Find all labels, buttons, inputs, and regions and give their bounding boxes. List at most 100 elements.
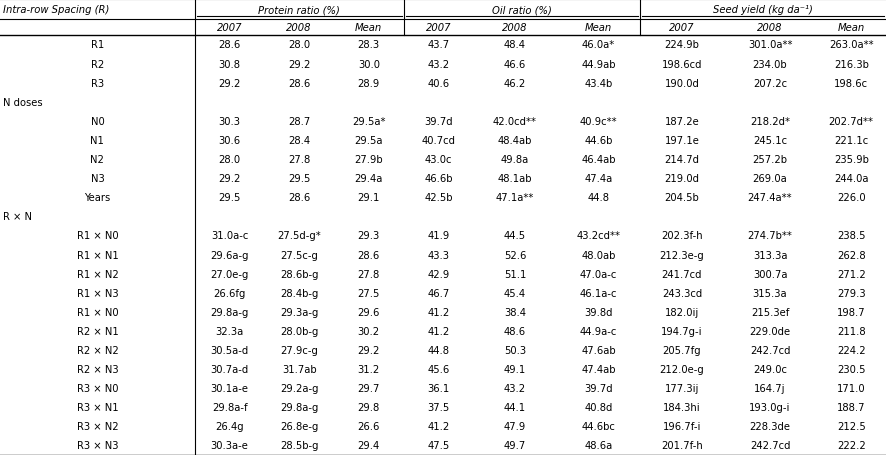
Text: 42.9: 42.9 [427,269,449,279]
Text: 44.9ab: 44.9ab [581,60,616,70]
Text: 2008: 2008 [286,23,312,33]
Text: 28.6: 28.6 [288,79,310,88]
Text: 29.5a*: 29.5a* [352,116,385,126]
Text: 44.9a-c: 44.9a-c [579,326,617,336]
Text: N2: N2 [90,155,105,165]
Text: 26.8e-g: 26.8e-g [280,421,318,431]
Text: 28.9: 28.9 [358,79,380,88]
Text: 234.0b: 234.0b [753,60,788,70]
Text: 171.0: 171.0 [837,383,866,393]
Text: 45.6: 45.6 [427,364,449,374]
Text: 51.1: 51.1 [504,269,526,279]
Text: 2008: 2008 [502,23,528,33]
Text: 243.3cd: 243.3cd [662,288,702,298]
Text: 184.3hi: 184.3hi [663,402,701,412]
Text: 28.6: 28.6 [288,193,310,203]
Text: 47.6ab: 47.6ab [581,345,616,355]
Text: 29.6: 29.6 [358,307,380,317]
Text: 30.8: 30.8 [219,60,241,70]
Text: 44.6bc: 44.6bc [581,421,616,431]
Text: 187.2e: 187.2e [664,116,699,126]
Text: 28.5b-g: 28.5b-g [280,440,318,450]
Text: 241.7cd: 241.7cd [662,269,702,279]
Text: 43.7: 43.7 [427,40,449,51]
Text: 49.8a: 49.8a [501,155,529,165]
Text: 222.2: 222.2 [837,440,866,450]
Text: 315.3a: 315.3a [753,288,788,298]
Text: R2 × N3: R2 × N3 [76,364,118,374]
Text: 279.3: 279.3 [837,288,866,298]
Text: 30.6: 30.6 [219,136,241,146]
Text: 194.7g-i: 194.7g-i [661,326,703,336]
Text: 26.6: 26.6 [358,421,380,431]
Text: 211.8: 211.8 [837,326,866,336]
Text: 226.0: 226.0 [837,193,866,203]
Text: 43.2: 43.2 [504,383,526,393]
Text: 263.0a**: 263.0a** [829,40,874,51]
Text: 48.4ab: 48.4ab [498,136,532,146]
Text: 301.0a**: 301.0a** [748,40,792,51]
Text: 2008: 2008 [758,23,783,33]
Text: 164.7j: 164.7j [754,383,786,393]
Text: 228.3de: 228.3de [750,421,790,431]
Text: 247.4a**: 247.4a** [748,193,792,203]
Text: Oil ratio (%): Oil ratio (%) [492,5,552,15]
Text: 30.5a-d: 30.5a-d [211,345,249,355]
Text: R3 × N2: R3 × N2 [76,421,118,431]
Text: 188.7: 188.7 [837,402,866,412]
Text: 43.4b: 43.4b [584,79,612,88]
Text: 27.9b: 27.9b [354,155,383,165]
Text: 27.0e-g: 27.0e-g [211,269,249,279]
Text: 313.3a: 313.3a [753,250,788,260]
Text: Protein ratio (%): Protein ratio (%) [258,5,340,15]
Text: 39.7d: 39.7d [424,116,453,126]
Text: 46.6b: 46.6b [424,174,453,184]
Text: 28.4b-g: 28.4b-g [280,288,318,298]
Text: 44.5: 44.5 [504,231,526,241]
Text: 29.3: 29.3 [358,231,380,241]
Text: R1: R1 [90,40,104,51]
Text: 50.3: 50.3 [504,345,526,355]
Text: R1 × N0: R1 × N0 [76,307,118,317]
Text: 48.0ab: 48.0ab [581,250,616,260]
Text: 27.9c-g: 27.9c-g [280,345,318,355]
Text: 262.8: 262.8 [837,250,866,260]
Text: 197.1e: 197.1e [664,136,699,146]
Text: 40.8d: 40.8d [584,402,612,412]
Text: 38.4: 38.4 [504,307,526,317]
Text: 42.0cd**: 42.0cd** [493,116,537,126]
Text: 26.6fg: 26.6fg [214,288,245,298]
Text: 30.0: 30.0 [358,60,380,70]
Text: R2: R2 [90,60,104,70]
Text: 202.7d**: 202.7d** [828,116,874,126]
Text: R3 × N0: R3 × N0 [77,383,118,393]
Text: 27.5d-g*: 27.5d-g* [277,231,321,241]
Text: N1: N1 [90,136,105,146]
Text: 44.8: 44.8 [427,345,449,355]
Text: 29.2: 29.2 [288,60,310,70]
Text: 216.3b: 216.3b [834,60,868,70]
Text: R3 × N3: R3 × N3 [77,440,118,450]
Text: 31.7ab: 31.7ab [282,364,316,374]
Text: R × N: R × N [3,212,32,222]
Text: 198.7: 198.7 [837,307,866,317]
Text: 47.9: 47.9 [504,421,526,431]
Text: N doses: N doses [3,97,43,107]
Text: 190.0d: 190.0d [664,79,699,88]
Text: R1 × N0: R1 × N0 [76,231,118,241]
Text: 2007: 2007 [425,23,451,33]
Text: 245.1c: 245.1c [753,136,787,146]
Text: 43.2: 43.2 [427,60,449,70]
Text: 29.2: 29.2 [219,79,241,88]
Text: 198.6cd: 198.6cd [662,60,702,70]
Text: R3: R3 [91,79,104,88]
Text: 41.2: 41.2 [427,307,449,317]
Text: 39.8d: 39.8d [584,307,612,317]
Text: 28.6: 28.6 [219,40,241,51]
Text: 29.5: 29.5 [219,193,241,203]
Text: 46.0a*: 46.0a* [582,40,615,51]
Text: 29.2: 29.2 [358,345,380,355]
Text: 28.6b-g: 28.6b-g [280,269,318,279]
Text: 2007: 2007 [217,23,243,33]
Text: 31.2: 31.2 [358,364,380,374]
